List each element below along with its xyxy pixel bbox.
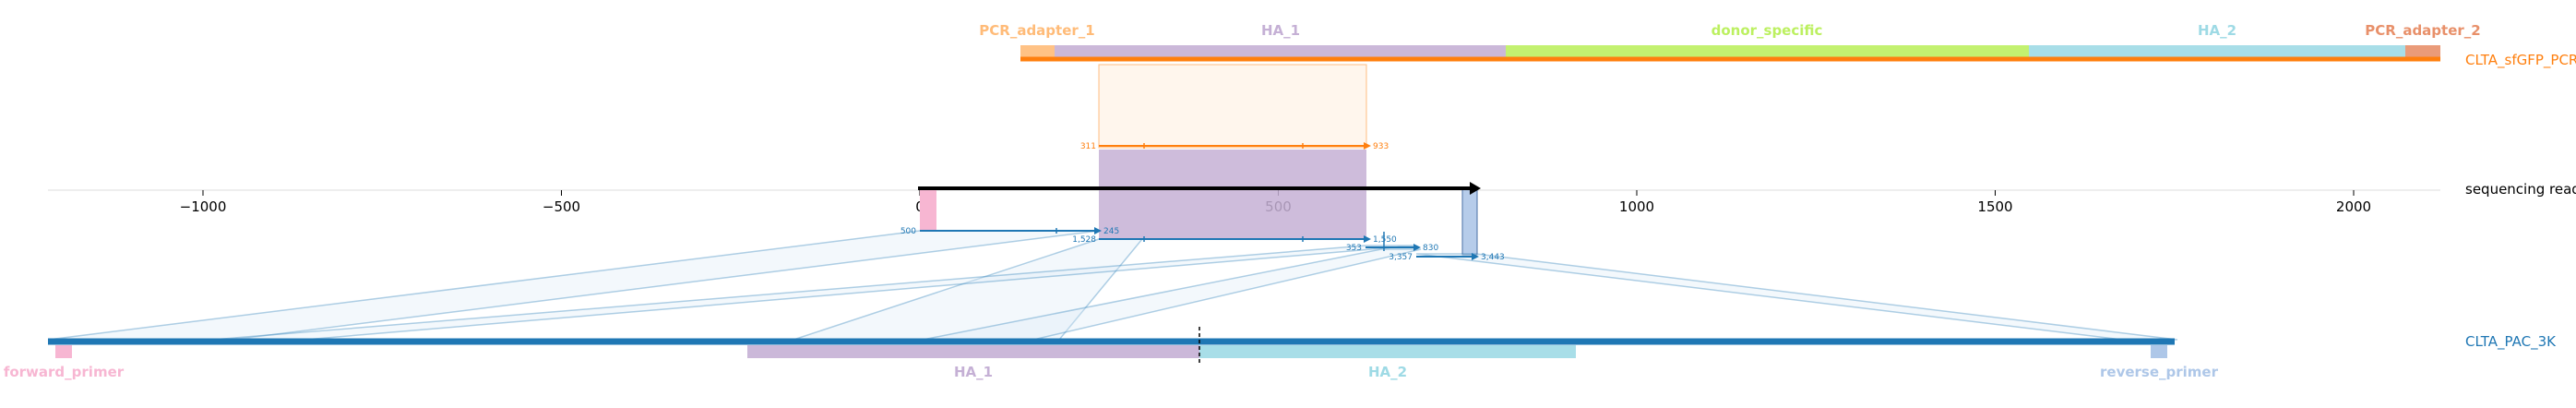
bottom-feature-reverse-primer [2151,345,2167,358]
bottom-alignment-fans [47,230,2178,341]
top-alignment-arrowhead [1364,142,1371,150]
bottom-feature-label-ha-1: HA_1 [954,364,993,380]
bottom-alignment-end-1: 245 [1103,227,1119,236]
top-feature-label-ha-1: HA_1 [1261,22,1300,39]
top-feature-ha-2 [2029,45,2405,58]
axis-tick-label: −500 [543,198,580,215]
bottom-reference-label: CLTA_PAC_3K [2465,333,2557,351]
top-feature-label-donor-specific: donor_specific [1711,22,1823,39]
bottom-feature-label-ha-2: HA_2 [1368,364,1407,380]
read-reverse-primer-block [1461,188,1478,256]
bottom-feature-ha-1 [747,345,1199,358]
bottom-reference-track: forward_primer HA_1 HA_2 reverse_primer … [4,327,2557,380]
bottom-alignment-arrowhead-4 [1472,253,1479,260]
bottom-alignment-arrows: 500 245 1,528 1,550 353 830 3,357 3,443 [900,227,1505,262]
top-alignment-projection [1098,64,1367,149]
bottom-alignment-end-4: 3,443 [1481,253,1505,262]
read-label: sequencing read [2465,181,2576,198]
top-alignment-start-number: 311 [1080,142,1096,151]
bottom-alignment-arrowhead-3 [1413,244,1421,251]
bottom-feature-forward-primer [55,345,72,358]
bottom-feature-label-reverse-primer: reverse_primer [2100,364,2219,380]
top-feature-label-pcr-adapter-2: PCR_adapter_2 [2365,22,2480,39]
axis-tick-label: 1500 [1977,198,2012,215]
top-feature-label-ha-2: HA_2 [2198,22,2236,39]
bottom-feature-ha-2 [1199,345,1576,358]
bottom-alignment-start-1: 500 [900,227,916,236]
top-alignment-end-number: 933 [1373,142,1389,151]
top-feature-pcr-adapter-1 [1020,45,1055,58]
top-reference-label: CLTA_sfGFP_PCR [2465,52,2576,69]
read-forward-primer-block [920,189,936,230]
top-reference-track: PCR_adapter_1 HA_1 donor_specific HA_2 P… [979,22,2576,151]
bottom-alignment-arrowhead-2 [1364,235,1371,243]
top-feature-donor-specific [1506,45,2029,58]
top-feature-label-pcr-adapter-1: PCR_adapter_1 [979,22,1094,39]
bottom-alignment-start-4: 3,357 [1389,253,1413,262]
axis-tick-label: 2000 [2336,198,2371,215]
bottom-alignment-arrowhead-1 [1094,227,1102,234]
bottom-alignment-start-3: 353 [1346,244,1362,253]
fan-reverse [1415,253,2178,341]
top-feature-pcr-adapter-2 [2405,45,2440,58]
read-ha-1-block [1099,150,1366,239]
top-feature-ha-1 [1055,45,1506,58]
bottom-alignment-end-2: 1,550 [1373,235,1397,245]
axis-tick-label: −1000 [180,198,227,215]
bottom-alignment-end-3: 830 [1423,244,1438,253]
bottom-alignment-start-2: 1,528 [1072,235,1096,245]
read-arrowhead [1470,182,1481,195]
sequencing-read-track: sequencing read [918,150,2576,256]
bottom-feature-label-forward-primer: forward_primer [4,364,125,380]
axis-tick-label: 1000 [1619,198,1654,215]
